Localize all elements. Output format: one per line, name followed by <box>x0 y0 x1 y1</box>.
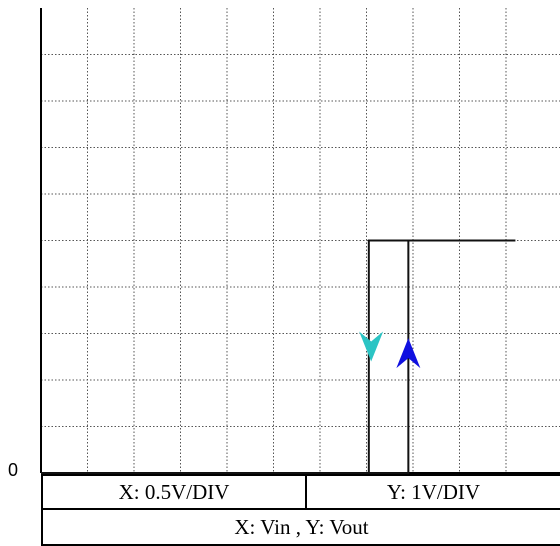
traces <box>41 239 516 474</box>
axes-assignment-label: X: Vin , Y: Vout <box>41 508 560 546</box>
trace-increasing-input <box>41 239 516 474</box>
x-scale-label: X: 0.5V/DIV <box>41 474 307 510</box>
y-origin-label: 0 <box>8 460 18 480</box>
trace-decreasing-input <box>41 239 516 474</box>
arrows <box>359 331 421 369</box>
y-scale-label: Y: 1V/DIV <box>305 474 560 510</box>
arrow-decreasing-input <box>359 331 384 362</box>
arrow-increasing-input <box>396 338 421 369</box>
